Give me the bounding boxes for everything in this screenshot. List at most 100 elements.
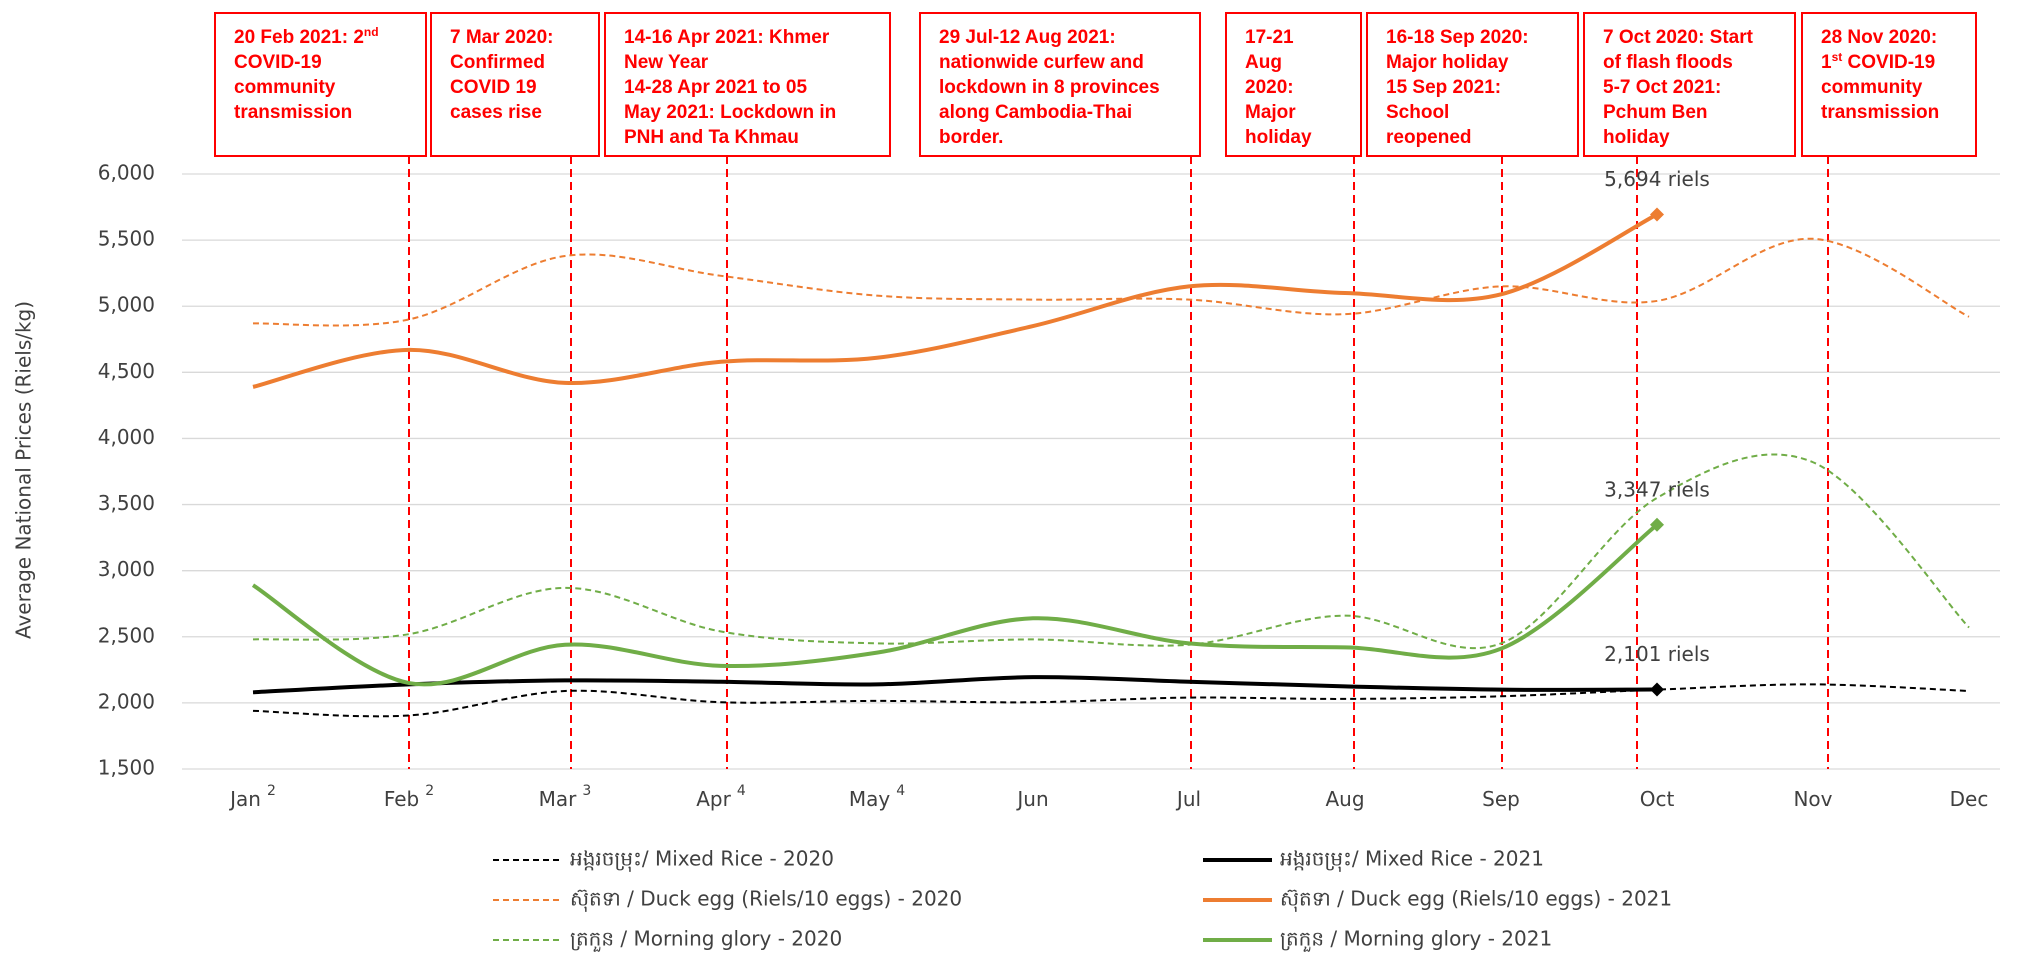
value-label: 2,101 riels [1604, 642, 1710, 666]
end-marker [1650, 682, 1664, 697]
y-tick-label: 2,000 [98, 689, 155, 713]
series-line [252, 212, 1658, 389]
annotation-text: along Cambodia-Thai [939, 102, 1132, 123]
annotation-text: Pchum Ben [1603, 102, 1708, 123]
annotation-text: community [1821, 77, 1923, 98]
y-tick-label: 1,500 [98, 756, 155, 780]
annotation-segment: New Year [624, 52, 709, 73]
x-tick-label: Dec [1950, 787, 1989, 811]
y-tick-label: 5,000 [98, 293, 155, 317]
annotation-segment: cases rise [450, 102, 542, 123]
annotation-text: 15 Sep 2021: [1386, 77, 1501, 98]
annotation-box [1366, 12, 1579, 157]
legend-label: អង្ករចម្រុះ/ Mixed Rice - 2020 [570, 847, 834, 873]
annotation-segment: 16-18 Sep 2020: [1386, 27, 1529, 48]
annotation-segment: community [1821, 77, 1923, 98]
annotation-text: 14-16 Apr 2021: Khmer [624, 27, 830, 48]
annotation-text: 16-18 Sep 2020: [1386, 27, 1529, 48]
end-marker [1650, 517, 1664, 532]
annotation-segment: 7 Oct 2020: Start [1603, 27, 1754, 48]
x-tick-label: Jul [1175, 787, 1201, 811]
x-tick-text: May [849, 787, 891, 811]
x-tick-label: Oct [1640, 787, 1675, 811]
annotation-text: of flash floods [1603, 52, 1733, 73]
annotation-segment: lockdown in 8 provinces [939, 77, 1160, 98]
annotation-text: 17-21 [1245, 27, 1294, 48]
x-tick-label: Mar 3 [539, 783, 592, 811]
annotation-text: Aug [1245, 52, 1282, 73]
annotation-text: 1st COVID-19 [1821, 50, 1935, 73]
x-tick-label: Apr 4 [696, 783, 746, 811]
annotation-segment: holiday [1245, 127, 1312, 148]
annotation-text: School [1386, 102, 1449, 123]
y-tick-label: 4,500 [98, 359, 155, 383]
annotation-text: Major holiday [1386, 52, 1509, 73]
x-tick-text: Apr [696, 787, 731, 811]
annotation-segment: 17-21 [1245, 27, 1294, 48]
annotation-text: transmission [1821, 102, 1939, 123]
series-line [251, 523, 1659, 687]
annotation-segment: nationwide curfew and [939, 52, 1144, 73]
x-tick-text: Oct [1640, 787, 1675, 811]
annotation-box [919, 12, 1201, 157]
annotation-text: 5-7 Oct 2021: [1603, 77, 1721, 98]
annotation-segment: 20 Feb 2021: 2 [234, 27, 364, 48]
x-tick-text: Jan [228, 787, 261, 811]
y-tick-label: 3,500 [98, 491, 155, 515]
annotation-segment: PNH and Ta Khmau [624, 127, 799, 148]
annotation-box [1801, 12, 1977, 157]
annotation-text: COVID-19 [234, 52, 322, 73]
y-tick-label: 4,000 [98, 425, 155, 449]
annotation-text: Confirmed [450, 52, 545, 73]
annotation-segment: 14-16 Apr 2021: Khmer [624, 27, 830, 48]
annotation-segment: Confirmed [450, 52, 545, 73]
x-tick-text: Nov [1793, 787, 1832, 811]
legend-label: ស៊ុតទា / Duck egg (Riels/10 eggs) - 2021 [1280, 887, 1672, 913]
legend-label: ត្រកួន / Morning glory - 2020 [570, 927, 842, 953]
legend-label: ត្រកួន / Morning glory - 2021 [1280, 927, 1552, 953]
annotation-segment: Major [1245, 102, 1296, 123]
end-marker [1650, 207, 1664, 222]
x-tick-text: Jul [1175, 787, 1201, 811]
x-tick-superscript: 2 [267, 783, 276, 799]
annotation-segment: Major holiday [1386, 52, 1509, 73]
annotation-text: New Year [624, 52, 709, 73]
x-tick-label: Aug [1325, 787, 1364, 811]
annotation-text: holiday [1245, 127, 1312, 148]
annotation-segment: of flash floods [1603, 52, 1733, 73]
annotation-text: PNH and Ta Khmau [624, 127, 799, 148]
annotation-text: 28 Nov 2020: [1821, 27, 1937, 48]
annotation-text: 7 Mar 2020: [450, 27, 554, 48]
annotation-text: COVID 19 [450, 77, 537, 98]
annotation-box [1583, 12, 1796, 157]
x-tick-text: Feb [384, 787, 419, 811]
annotation-text: 29 Jul-12 Aug 2021: [939, 27, 1116, 48]
x-tick-text: Sep [1482, 787, 1520, 811]
x-tick-label: Nov [1793, 787, 1832, 811]
annotation-box [430, 12, 600, 157]
series-line [252, 675, 1658, 695]
annotation-text: cases rise [450, 102, 542, 123]
x-tick-superscript: 3 [582, 783, 591, 799]
annotation-text: lockdown in 8 provinces [939, 77, 1160, 98]
annotation-box [214, 12, 427, 157]
x-tick-superscript: 4 [896, 783, 905, 799]
annotation-segment: Pchum Ben [1603, 102, 1708, 123]
annotation-superscript: nd [364, 25, 379, 39]
x-tick-label: Feb 2 [384, 783, 434, 811]
x-tick-text: Jun [1015, 787, 1048, 811]
x-tick-label: Sep [1482, 787, 1520, 811]
x-tick-text: Aug [1325, 787, 1364, 811]
annotation-text: May 2021: Lockdown in [624, 102, 836, 123]
annotation-text: 7 Oct 2020: Start [1603, 27, 1754, 48]
annotation-segment: along Cambodia-Thai [939, 102, 1132, 123]
annotation-box [604, 12, 891, 157]
annotation-text: Major [1245, 102, 1296, 123]
annotation-text: 2020: [1245, 77, 1294, 98]
annotation-segment: COVID-19 [1842, 52, 1935, 73]
x-tick-label: May 4 [849, 783, 905, 811]
annotation-text: border. [939, 127, 1003, 148]
annotation-segment: 2020: [1245, 77, 1294, 98]
annotation-text: reopened [1386, 127, 1472, 148]
y-tick-label: 5,500 [98, 227, 155, 251]
